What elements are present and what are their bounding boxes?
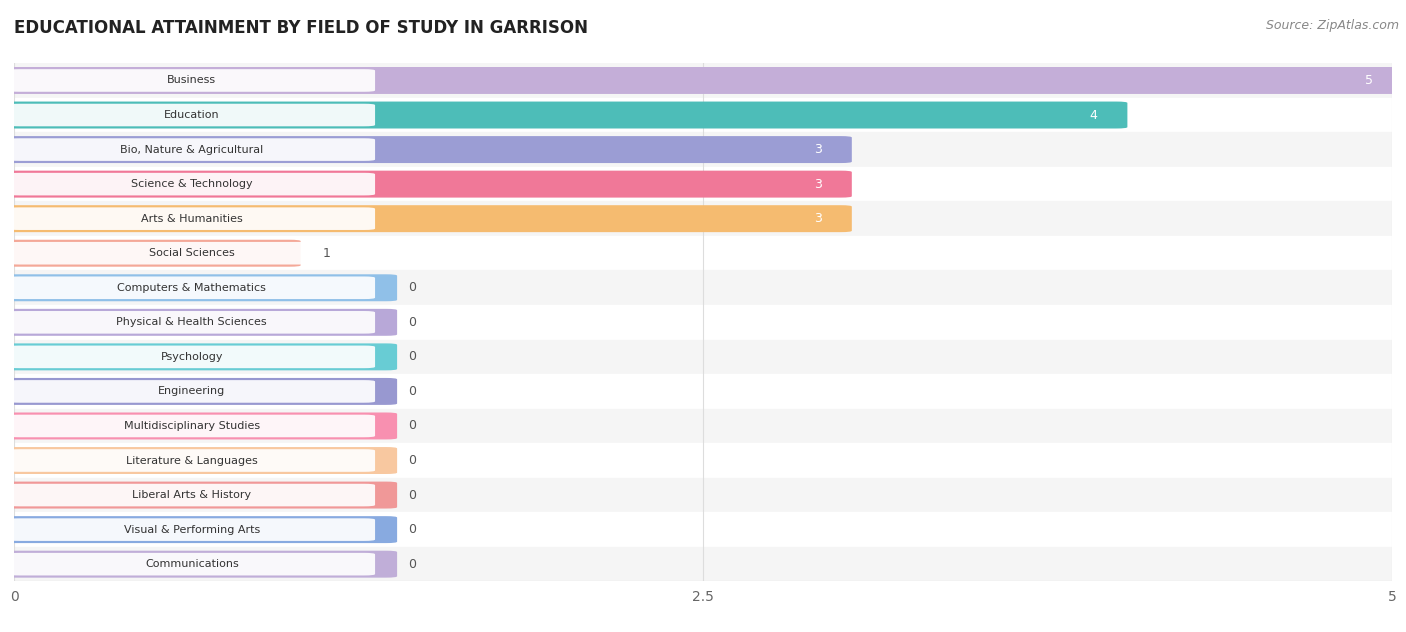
FancyBboxPatch shape xyxy=(3,413,396,439)
Text: 0: 0 xyxy=(408,316,416,329)
Bar xyxy=(14,270,1392,305)
FancyBboxPatch shape xyxy=(3,171,852,198)
Text: 0: 0 xyxy=(408,385,416,398)
FancyBboxPatch shape xyxy=(8,138,375,161)
FancyBboxPatch shape xyxy=(3,205,852,232)
Text: 5: 5 xyxy=(1365,74,1372,87)
Bar xyxy=(14,236,1392,270)
FancyBboxPatch shape xyxy=(3,274,396,301)
Bar xyxy=(14,374,1392,409)
Bar xyxy=(14,167,1392,202)
Text: Physical & Health Sciences: Physical & Health Sciences xyxy=(117,317,267,327)
FancyBboxPatch shape xyxy=(8,69,375,92)
Text: Engineering: Engineering xyxy=(159,386,225,396)
FancyBboxPatch shape xyxy=(3,102,1128,128)
FancyBboxPatch shape xyxy=(8,242,375,265)
FancyBboxPatch shape xyxy=(3,447,396,474)
Text: Literature & Languages: Literature & Languages xyxy=(127,456,257,466)
Text: 0: 0 xyxy=(408,489,416,502)
Text: Business: Business xyxy=(167,75,217,85)
Text: Communications: Communications xyxy=(145,559,239,569)
Text: 0: 0 xyxy=(408,523,416,536)
FancyBboxPatch shape xyxy=(3,136,852,163)
Text: 3: 3 xyxy=(814,212,821,225)
FancyBboxPatch shape xyxy=(8,415,375,437)
FancyBboxPatch shape xyxy=(3,482,396,509)
FancyBboxPatch shape xyxy=(3,309,396,336)
FancyBboxPatch shape xyxy=(8,518,375,541)
Text: Science & Technology: Science & Technology xyxy=(131,179,253,189)
Bar xyxy=(14,547,1392,581)
Text: Multidisciplinary Studies: Multidisciplinary Studies xyxy=(124,421,260,431)
FancyBboxPatch shape xyxy=(8,553,375,576)
Text: Source: ZipAtlas.com: Source: ZipAtlas.com xyxy=(1265,19,1399,32)
FancyBboxPatch shape xyxy=(8,346,375,368)
FancyBboxPatch shape xyxy=(8,380,375,403)
Text: Computers & Mathematics: Computers & Mathematics xyxy=(117,283,266,293)
Text: EDUCATIONAL ATTAINMENT BY FIELD OF STUDY IN GARRISON: EDUCATIONAL ATTAINMENT BY FIELD OF STUDY… xyxy=(14,19,588,37)
Bar xyxy=(14,513,1392,547)
FancyBboxPatch shape xyxy=(8,207,375,230)
FancyBboxPatch shape xyxy=(3,516,396,543)
Text: 0: 0 xyxy=(408,454,416,467)
Text: 0: 0 xyxy=(408,420,416,432)
FancyBboxPatch shape xyxy=(8,173,375,195)
FancyBboxPatch shape xyxy=(8,104,375,126)
Text: Education: Education xyxy=(165,110,219,120)
Text: 0: 0 xyxy=(408,350,416,363)
Text: Visual & Performing Arts: Visual & Performing Arts xyxy=(124,525,260,535)
Bar xyxy=(14,409,1392,443)
Bar xyxy=(14,63,1392,98)
Text: 0: 0 xyxy=(408,281,416,295)
FancyBboxPatch shape xyxy=(8,311,375,334)
Text: Bio, Nature & Agricultural: Bio, Nature & Agricultural xyxy=(120,145,263,155)
FancyBboxPatch shape xyxy=(3,378,396,405)
Text: 4: 4 xyxy=(1090,109,1097,121)
FancyBboxPatch shape xyxy=(8,483,375,506)
Bar xyxy=(14,443,1392,478)
Bar xyxy=(14,202,1392,236)
Text: 3: 3 xyxy=(814,143,821,156)
Text: 3: 3 xyxy=(814,178,821,191)
Text: Social Sciences: Social Sciences xyxy=(149,248,235,258)
FancyBboxPatch shape xyxy=(8,276,375,299)
FancyBboxPatch shape xyxy=(3,67,1403,94)
FancyBboxPatch shape xyxy=(3,550,396,578)
Bar xyxy=(14,305,1392,339)
Text: 1: 1 xyxy=(323,246,330,260)
Bar xyxy=(14,339,1392,374)
Bar xyxy=(14,132,1392,167)
Bar xyxy=(14,478,1392,513)
FancyBboxPatch shape xyxy=(3,240,301,267)
Text: Liberal Arts & History: Liberal Arts & History xyxy=(132,490,252,500)
Text: Arts & Humanities: Arts & Humanities xyxy=(141,214,243,224)
Text: Psychology: Psychology xyxy=(160,352,224,362)
Bar xyxy=(14,98,1392,132)
FancyBboxPatch shape xyxy=(3,343,396,370)
FancyBboxPatch shape xyxy=(8,449,375,472)
Text: 0: 0 xyxy=(408,557,416,571)
